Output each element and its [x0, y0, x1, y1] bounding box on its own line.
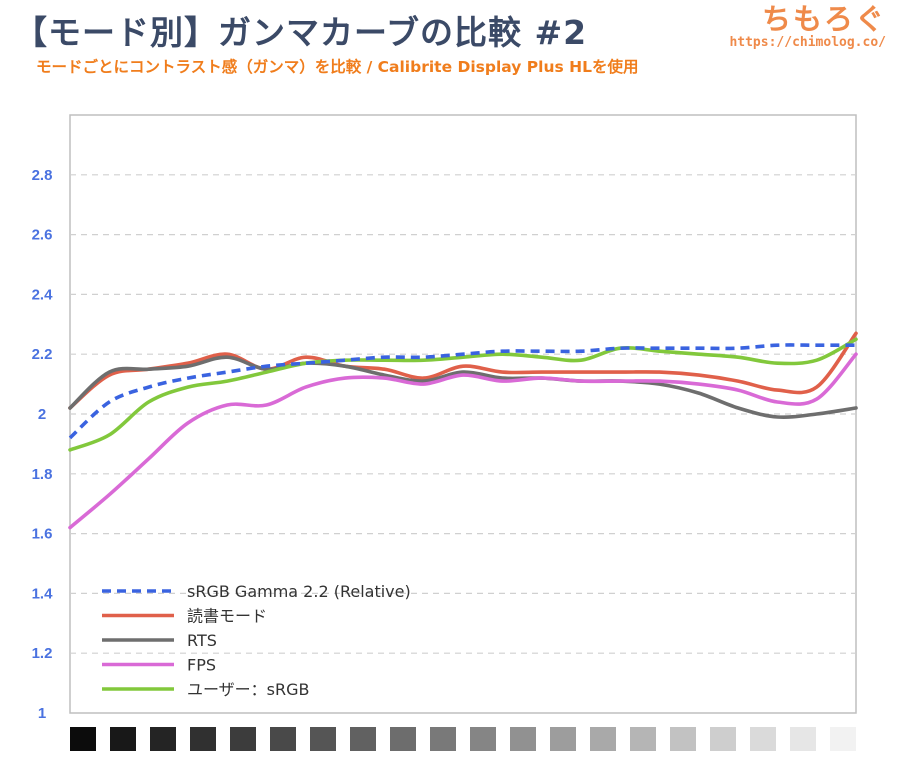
series-line-3 [68, 355, 858, 420]
gray-swatch [150, 727, 176, 751]
brand-logo: ちもろぐ https://chimolog.co/ [729, 2, 886, 50]
gray-swatch [830, 727, 856, 751]
legend-label-2: 読書モード [187, 607, 267, 626]
gray-swatch [590, 727, 616, 751]
series-line-5 [68, 337, 858, 452]
legend-label-4: FPS [187, 656, 216, 675]
gray-swatch [790, 727, 816, 751]
y-tick-label: 1.4 [32, 585, 54, 602]
series-line-2 [68, 331, 858, 410]
y-tick-label: 2.8 [32, 167, 53, 184]
gray-swatch [230, 727, 256, 751]
brand-name: ちもろぐ [761, 2, 886, 36]
brand-url: https://chimolog.co/ [729, 35, 886, 50]
series-line-1 [68, 343, 856, 440]
legend-label-3: RTS [187, 631, 217, 650]
legend-label-5: ユーザー：sRGB [187, 680, 310, 699]
gray-swatch [470, 727, 496, 751]
gray-swatch [630, 727, 656, 751]
gray-swatch [110, 727, 136, 751]
y-tick-label: 2.2 [32, 346, 53, 363]
y-tick-label: 1.8 [32, 466, 53, 483]
y-tick-label: 2 [38, 406, 46, 423]
y-tick-label: 2.4 [32, 286, 54, 303]
gray-swatch [510, 727, 536, 751]
gray-swatch [550, 727, 576, 751]
gray-swatch [70, 727, 96, 751]
gray-swatch [750, 727, 776, 751]
y-tick-label: 2.6 [32, 227, 53, 244]
chart-subtitle: モードごとにコントラスト感（ガンマ）を比較 / Calibrite Displa… [36, 58, 639, 76]
chart-title: 【モード別】ガンマカーブの比較 #2 [14, 13, 588, 52]
gray-swatch [310, 727, 336, 751]
gray-swatch [430, 727, 456, 751]
y-tick-label: 1 [38, 705, 46, 722]
gray-swatch [270, 727, 296, 751]
series-line-4 [68, 352, 858, 530]
gray-swatch [390, 727, 416, 751]
gray-swatch [350, 727, 376, 751]
gray-swatch [710, 727, 736, 751]
gray-swatch [670, 727, 696, 751]
legend-label-1: sRGB Gamma 2.2 (Relative) [187, 582, 411, 601]
gray-swatch [190, 727, 216, 751]
y-tick-label: 1.2 [32, 645, 53, 662]
y-tick-label: 1.6 [32, 526, 53, 543]
